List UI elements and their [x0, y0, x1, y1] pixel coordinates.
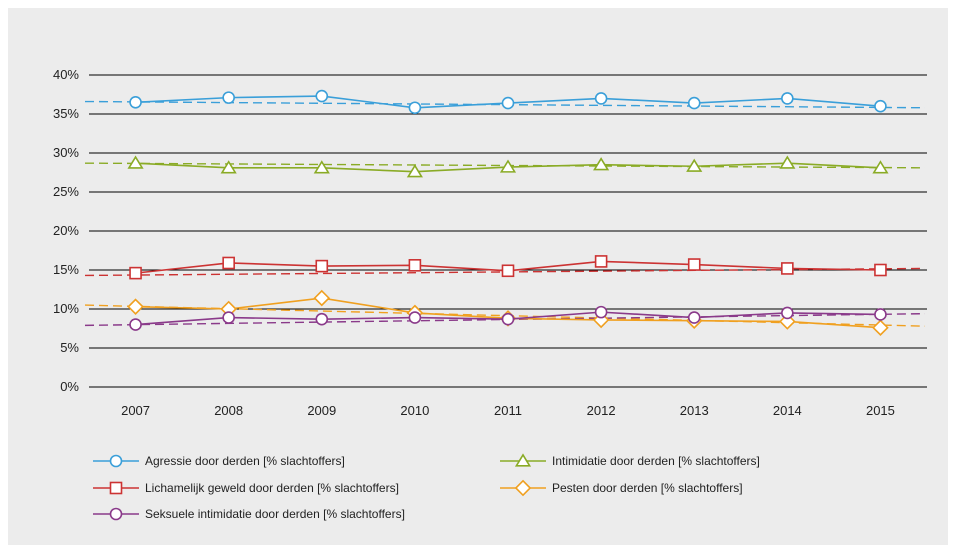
y-tick-label: 15%: [53, 262, 79, 277]
series-4: [129, 305, 887, 331]
triangle-marker: [686, 158, 703, 172]
legend-item: Intimidatie door derden [% slachtoffers]: [500, 453, 760, 468]
y-tick-label: 35%: [53, 106, 79, 121]
x-tick-label: 2010: [400, 403, 429, 418]
square-marker: [315, 259, 329, 273]
x-axis-ticks: 2007 2008 2009 2010 2011 2012 2013 2014 2015: [121, 403, 895, 418]
x-tick-label: 2012: [587, 403, 616, 418]
diamond-marker: [127, 298, 144, 315]
circle-marker: [501, 312, 515, 326]
diamond-marker: [514, 479, 532, 497]
x-tick-label: 2013: [680, 403, 709, 418]
triangle-marker: [872, 160, 889, 174]
legend-item: Agressie door derden [% slachtoffers]: [93, 454, 345, 468]
y-tick-label: 30%: [53, 145, 79, 160]
legend-item: Pesten door derden [% slachtoffers]: [500, 479, 743, 497]
circle-marker: [109, 507, 123, 521]
circle-marker: [408, 311, 422, 324]
y-axis-ticks: 0% 5% 10% 15% 20% 25% 30% 35% 40%: [53, 67, 79, 394]
circle-marker: [874, 99, 887, 113]
circle-marker: [594, 92, 608, 105]
series-0: [129, 89, 887, 115]
legend-item: Lichamelijk geweld door derden [% slacht…: [93, 481, 399, 495]
triangle-marker: [779, 155, 796, 169]
circle-marker: [129, 318, 142, 331]
x-tick-label: 2007: [121, 403, 150, 418]
circle-marker: [781, 306, 794, 320]
triangle-marker: [220, 160, 237, 174]
x-tick-label: 2009: [307, 403, 336, 418]
series-lines: [127, 89, 889, 337]
square-marker: [501, 264, 515, 278]
square-marker: [109, 481, 123, 495]
y-tick-label: 10%: [53, 301, 79, 316]
series-1: [127, 155, 889, 178]
y-tick-label: 20%: [53, 223, 79, 238]
circle-marker: [781, 92, 794, 105]
legend-item: Seksuele intimidatie door derden [% slac…: [93, 507, 405, 521]
triangle-marker: [514, 453, 532, 467]
legend-label: Pesten door derden [% slachtoffers]: [552, 481, 743, 495]
circle-marker: [109, 454, 123, 468]
trendlines: [84, 100, 926, 327]
x-tick-label: 2014: [773, 403, 802, 418]
y-tick-label: 0%: [60, 379, 79, 394]
circle-marker: [408, 101, 422, 115]
x-tick-label: 2008: [214, 403, 243, 418]
square-marker: [594, 255, 608, 268]
circle-marker: [594, 305, 608, 319]
x-tick-label: 2011: [494, 403, 522, 418]
circle-marker: [315, 312, 329, 326]
circle-marker: [222, 311, 235, 324]
square-marker: [687, 258, 701, 271]
square-marker: [408, 259, 422, 272]
square-marker: [222, 256, 235, 270]
circle-marker: [501, 96, 515, 110]
diamond-marker: [313, 289, 331, 307]
y-tick-label: 25%: [53, 184, 79, 199]
triangle-marker: [127, 155, 144, 169]
square-marker: [781, 262, 794, 275]
y-tick-label: 40%: [53, 67, 79, 82]
legend-label: Lichamelijk geweld door derden [% slacht…: [145, 481, 399, 495]
y-tick-label: 5%: [60, 340, 79, 355]
triangle-marker: [406, 164, 423, 178]
circle-marker: [129, 96, 142, 109]
circle-marker: [315, 89, 329, 103]
x-tick-label: 2015: [866, 403, 895, 418]
gridlines: [89, 74, 927, 388]
square-marker: [129, 266, 142, 280]
triangle-marker: [499, 159, 517, 173]
legend-label: Intimidatie door derden [% slachtoffers]: [552, 454, 760, 468]
diamond-marker: [872, 319, 889, 337]
square-marker: [874, 263, 887, 277]
legend-label: Seksuele intimidatie door derden [% slac…: [145, 507, 405, 521]
legend: Agressie door derden [% slachtoffers] Int…: [93, 453, 760, 521]
triangle-marker: [313, 160, 330, 174]
circle-marker: [687, 311, 701, 324]
triangle-marker: [593, 157, 610, 171]
series-2: [129, 255, 887, 280]
circle-marker: [874, 308, 887, 321]
legend-label: Agressie door derden [% slachtoffers]: [145, 454, 345, 468]
circle-marker: [222, 91, 235, 104]
circle-marker: [687, 96, 701, 110]
